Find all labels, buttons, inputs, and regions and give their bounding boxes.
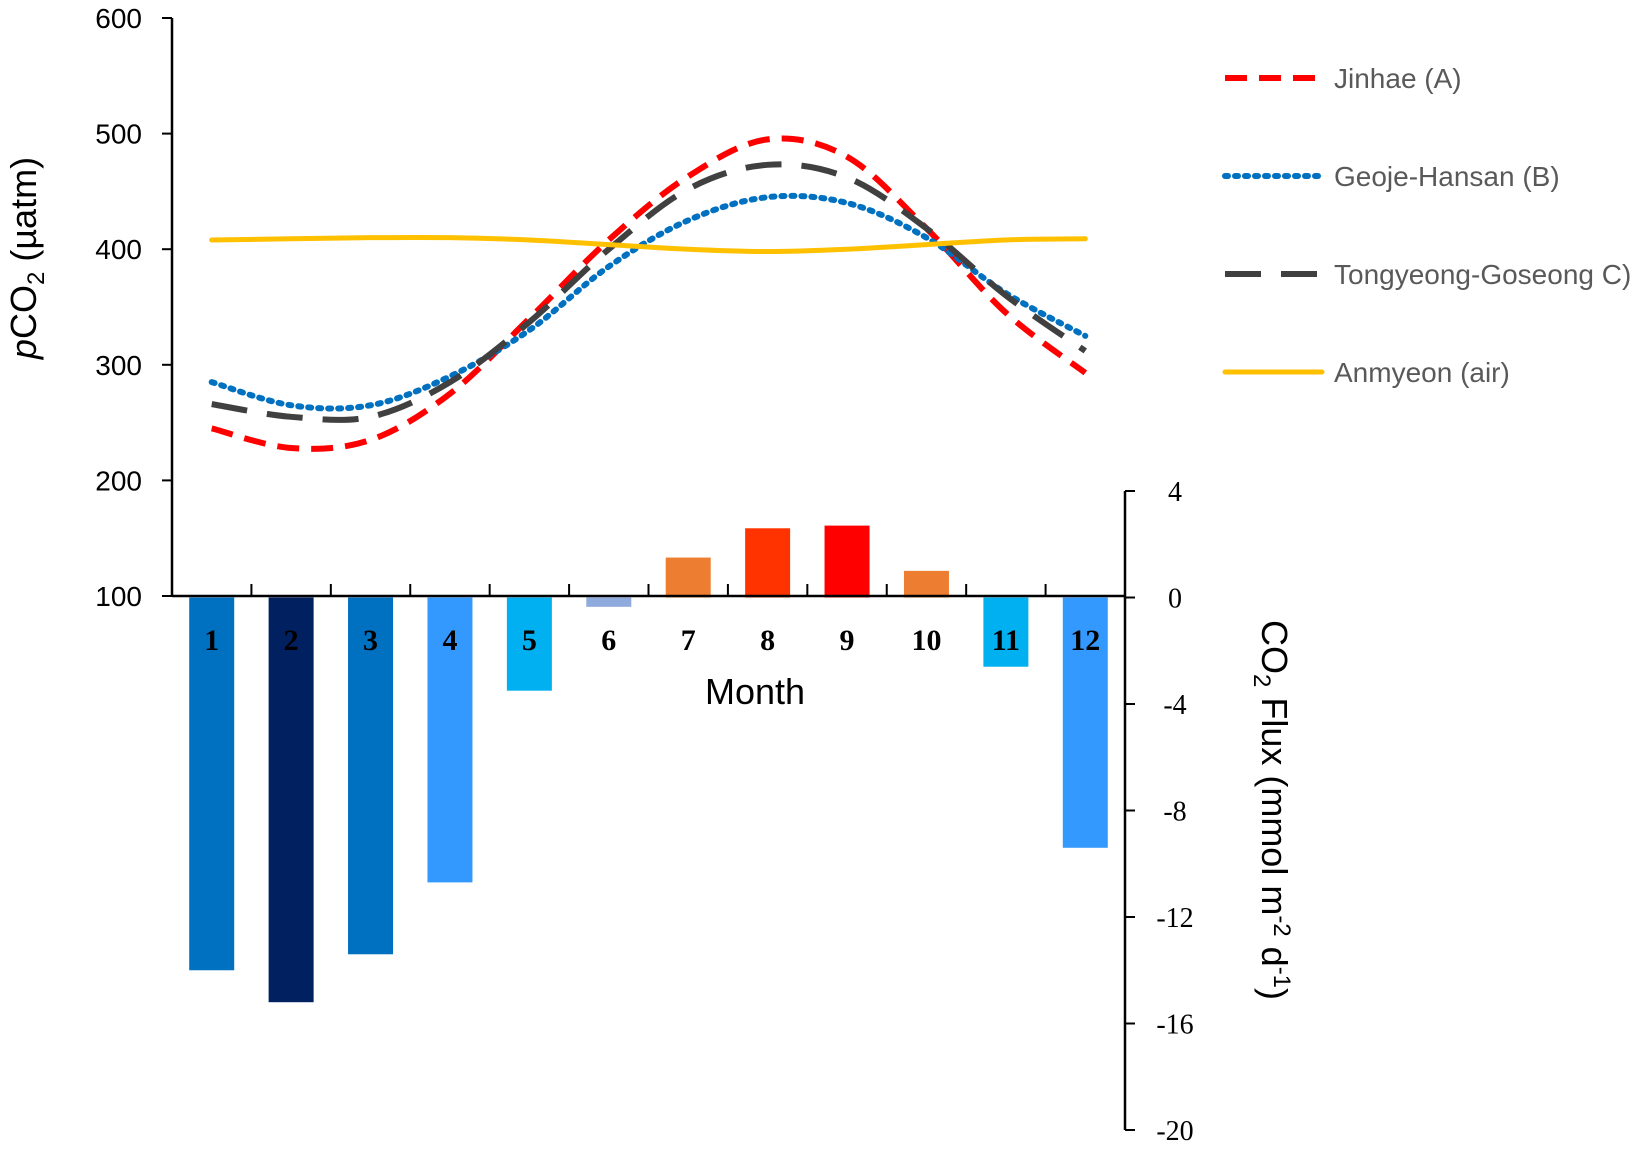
- month-label-2: 2: [284, 624, 299, 657]
- right-axis-title-main: CO: [1254, 620, 1295, 674]
- left-tick-label: 600: [95, 3, 142, 34]
- flux-bar-5: [506, 597, 552, 691]
- flux-bar-7: [665, 557, 711, 598]
- right-tick-label: -16: [1156, 1010, 1193, 1041]
- left-tick-label: 300: [95, 350, 142, 381]
- flux-bar-8: [745, 528, 791, 598]
- flux-bar-10: [903, 570, 949, 598]
- right-axis-title-mid2: d: [1254, 937, 1295, 967]
- flux-bar-6: [586, 597, 632, 607]
- legend-label-2: Tongyeong-Goseong C): [1334, 259, 1631, 290]
- right-tick-label: 0: [1168, 584, 1182, 615]
- right-axis-title-sup1: -2: [1268, 915, 1295, 936]
- x-axis-title: Month: [705, 671, 805, 712]
- right-tick-label: -20: [1156, 1116, 1193, 1147]
- left-tick-label: 100: [95, 581, 142, 612]
- flux-bar-1: [189, 597, 235, 971]
- left-tick-label: 500: [95, 119, 142, 150]
- bars-layer: [189, 525, 1108, 1003]
- month-label-11: 11: [992, 624, 1020, 657]
- month-label-4: 4: [442, 624, 457, 657]
- left-tick-label: 200: [95, 465, 142, 496]
- right-axis-title-mid: Flux (mmol m: [1254, 687, 1295, 915]
- series-line-2: [211, 161, 1088, 423]
- month-label-10: 10: [911, 624, 941, 657]
- series-line-1: [208, 192, 1089, 412]
- right-axis-title-sup2: -1: [1268, 967, 1295, 988]
- month-label-7: 7: [681, 624, 696, 657]
- legend: Jinhae (A) Geoje-Hansan (B) Tongyeong-Gose…: [1222, 63, 1631, 388]
- right-axis-title: CO2 Flux (mmol m-2 d-1): [1248, 620, 1295, 1000]
- right-tick-label: -8: [1163, 797, 1186, 828]
- flux-bar-2: [268, 597, 314, 1003]
- series-line-0: [210, 135, 1088, 452]
- left-axis-title-sub: 2: [23, 272, 50, 285]
- flux-bar-12: [1062, 597, 1108, 848]
- left-axis-title-prefix: p: [3, 339, 44, 360]
- left-axis-title: pCO2 (µatm): [3, 157, 50, 360]
- month-label-12: 12: [1070, 624, 1100, 657]
- right-tick-label: -12: [1156, 903, 1193, 934]
- left-tick-label: 400: [95, 234, 142, 265]
- right-axis-title-sub: 2: [1248, 674, 1275, 687]
- legend-label-3: Anmyeon (air): [1334, 357, 1510, 388]
- lines-layer: [208, 135, 1089, 452]
- right-tick-label: -4: [1163, 690, 1186, 721]
- labels-layer: 1 2 3 4 5 6 7 8 9 10 11 12: [204, 624, 1100, 657]
- flux-bar-3: [348, 597, 394, 955]
- series-line-3: [209, 234, 1088, 255]
- month-label-3: 3: [363, 624, 378, 657]
- right-tick-label: 4: [1168, 477, 1182, 508]
- month-label-5: 5: [522, 624, 537, 657]
- left-axis-title-main: CO: [3, 285, 44, 339]
- flux-bar-9: [824, 525, 870, 598]
- axes-layer: 100 200 300 400 500 600 4 0 -4 -8 -12 -16 -20: [95, 3, 1193, 1147]
- flux-bar-11: [983, 597, 1029, 667]
- month-label-8: 8: [760, 624, 775, 657]
- left-axis-title-suffix: (µatm): [3, 157, 44, 272]
- legend-label-0: Jinhae (A): [1334, 63, 1462, 94]
- month-label-1: 1: [204, 624, 219, 657]
- month-label-6: 6: [601, 624, 616, 657]
- right-axis-title-end: ): [1254, 988, 1295, 1000]
- legend-label-1: Geoje-Hansan (B): [1334, 161, 1560, 192]
- flux-bar-4: [427, 597, 473, 883]
- month-label-9: 9: [840, 624, 855, 657]
